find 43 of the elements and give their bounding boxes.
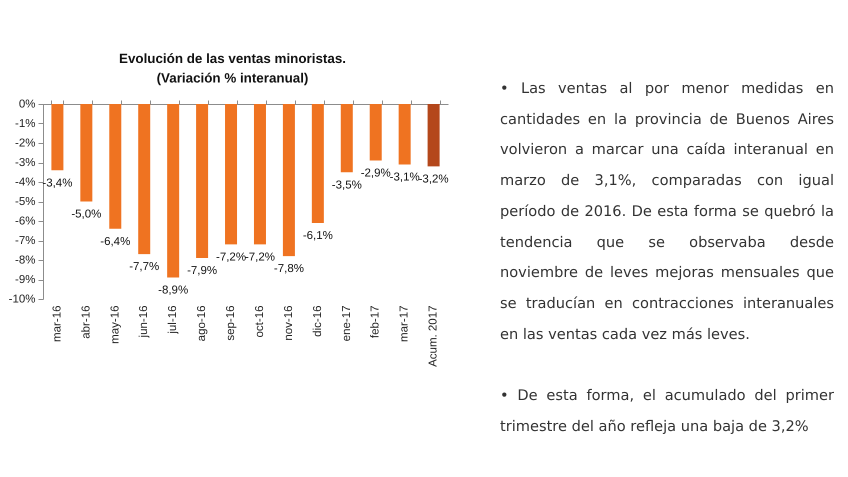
x-tick-label: mar-17 <box>398 306 411 342</box>
data-label: -7,2% <box>216 251 246 264</box>
y-tick-label: -8% <box>15 254 36 266</box>
x-tick-label: dic-16 <box>312 306 324 337</box>
y-tick-label: -6% <box>15 216 36 228</box>
text: • De esta forma, el acumulado del primer trimestre del año refleja una baja de 3,2% <box>500 386 834 437</box>
data-label: -3,1% <box>390 171 420 184</box>
data-label: -7,9% <box>187 265 218 278</box>
text: • Las ventas al por menor medidas en cantidades en la provincia de Buenos Aires volvieron a marcar una caída interanual en marzo de 3,1%, comparadas con igual período de 2016. De esta forma se quebró la tendencia que se observaba desde noviembre de leves mejoras mensuales que se traducían en contracciones interanuales en las ventas cada vez más leves. <box>500 80 834 343</box>
x-tick-label: nov-16 <box>282 306 295 341</box>
x-tick-label: mar-16 <box>51 306 64 342</box>
data-label: -3,4% <box>42 177 72 190</box>
x-tick-label: may-16 <box>109 306 122 344</box>
x-tick-label: ene-17 <box>340 306 353 342</box>
y-tick-label: -4% <box>15 176 36 188</box>
x-tick-label: Acum. 2017 <box>428 306 440 367</box>
data-label: -3,5% <box>332 179 362 192</box>
data-label: -2,9% <box>360 168 391 180</box>
y-tick-label: -7% <box>15 235 36 247</box>
x-tick-label: jun-16 <box>138 306 150 338</box>
x-tick-label: jul-16 <box>167 306 180 335</box>
data-label: -7,2% <box>244 251 275 264</box>
y-tick-label: 0% <box>18 98 36 110</box>
data-label: -5,0% <box>71 208 102 220</box>
x-tick-label: ago-16 <box>196 306 208 342</box>
y-tick-label: -2% <box>15 138 36 150</box>
y-tick-label: -10% <box>8 294 36 306</box>
x-tick-label: oct-16 <box>254 306 266 338</box>
y-tick-label: -9% <box>15 274 36 286</box>
data-label: -8,9% <box>158 284 188 297</box>
data-label: -6,4% <box>100 236 130 248</box>
data-label: -7,8% <box>274 263 304 276</box>
x-tick-label: sep-16 <box>225 306 238 341</box>
y-tick-label: -3% <box>15 157 36 169</box>
y-tick-label: -1% <box>15 118 36 130</box>
chart-subtitle: (Variación % interanual) <box>156 70 308 86</box>
chart-title: Evolución de las ventas minoristas. <box>119 51 346 66</box>
data-label: -3,2% <box>418 173 449 186</box>
data-label: -6,1% <box>302 230 333 242</box>
x-tick-label: feb-17 <box>370 306 382 338</box>
x-tick-label: abr-16 <box>80 306 92 339</box>
y-tick-label: -5% <box>15 196 36 208</box>
data-label: -7,7% <box>129 261 160 274</box>
